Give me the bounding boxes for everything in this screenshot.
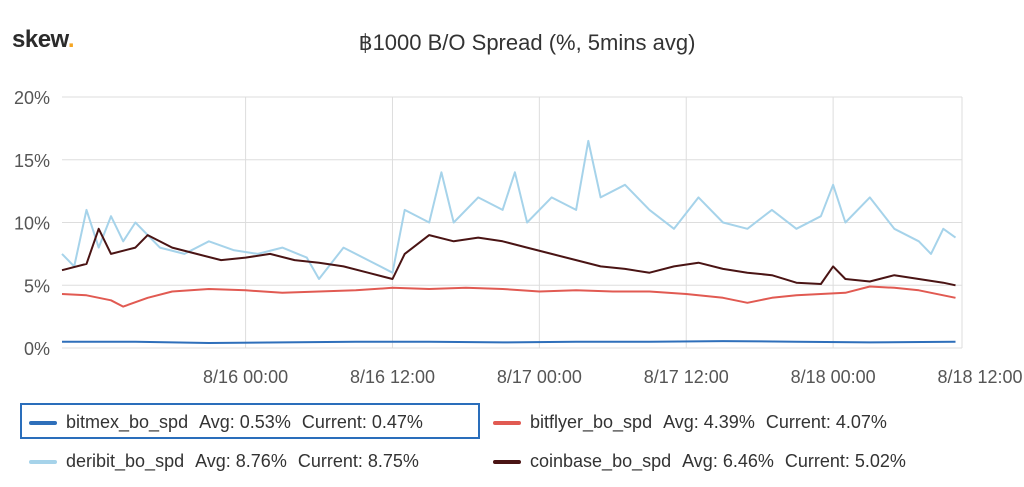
x-axis: 8/16 00:00 8/16 12:00 8/17 00:00 8/17 12:00… <box>203 367 1022 387</box>
series-line-coinbase_bo_spd <box>61 227 956 287</box>
series-lines <box>61 139 957 344</box>
y-tick-label: 15% <box>14 151 50 171</box>
legend-item-bitmex[interactable]: bitmex_bo_spd Avg: 0.53% Current: 0.47% <box>29 412 423 433</box>
chart-title: ฿1000 B/O Spread (%, 5mins avg) <box>358 30 696 55</box>
legend: bitmex_bo_spd Avg: 0.53% Current: 0.47% … <box>0 400 1024 487</box>
legend-series-name: bitmex_bo_spd <box>66 412 189 432</box>
series-line-bitflyer_bo_spd <box>61 285 956 308</box>
legend-current: Current: 4.07% <box>765 412 887 432</box>
legend-series-name: bitflyer_bo_spd <box>530 412 653 432</box>
y-tick-label: 5% <box>24 276 50 296</box>
legend-item-deribit[interactable]: deribit_bo_spd Avg: 8.76% Current: 8.75% <box>29 451 419 472</box>
x-tick-label: 8/17 12:00 <box>644 367 729 387</box>
logo-text: skew <box>12 26 68 53</box>
y-axis: 0% 5% 10% 15% 20% <box>14 88 50 359</box>
x-tick-label: 8/17 00:00 <box>497 367 582 387</box>
y-tick-label: 0% <box>24 339 50 359</box>
chart-plot: 0% 5% 10% 15% 20% 8/16 00:00 8/16 12:00 8/17 0… <box>14 88 1023 387</box>
skew-logo: skew. <box>12 26 75 54</box>
legend-current: Current: 8.75% <box>297 451 419 471</box>
x-tick-label: 8/16 12:00 <box>350 367 435 387</box>
legend-current: Current: 0.47% <box>301 412 423 432</box>
x-tick-label: 8/18 12:00 <box>937 367 1022 387</box>
y-tick-label: 10% <box>14 214 50 234</box>
legend-series-name: deribit_bo_spd <box>66 451 185 471</box>
logo-dot: . <box>67 26 75 53</box>
legend-swatch <box>493 459 521 464</box>
legend-swatch <box>493 420 521 425</box>
legend-avg: Avg: 6.46% <box>682 451 774 471</box>
legend-swatch <box>29 420 57 425</box>
legend-avg: Avg: 0.53% <box>199 412 291 432</box>
x-tick-label: 8/18 00:00 <box>791 367 876 387</box>
legend-series-name: coinbase_bo_spd <box>530 451 672 471</box>
legend-highlight-box <box>20 403 480 439</box>
x-tick-label: 8/16 00:00 <box>203 367 288 387</box>
y-tick-label: 20% <box>14 88 50 108</box>
legend-item-bitflyer[interactable]: bitflyer_bo_spd Avg: 4.39% Current: 4.07… <box>493 412 887 433</box>
legend-swatch <box>29 459 57 464</box>
series-line-deribit_bo_spd <box>61 139 957 280</box>
series-line-bitmex_bo_spd <box>62 340 956 344</box>
legend-item-coinbase[interactable]: coinbase_bo_spd Avg: 6.46% Current: 5.02… <box>493 451 906 472</box>
legend-avg: Avg: 8.76% <box>195 451 287 471</box>
grid <box>62 96 963 349</box>
legend-current: Current: 5.02% <box>784 451 906 471</box>
legend-avg: Avg: 4.39% <box>663 412 755 432</box>
